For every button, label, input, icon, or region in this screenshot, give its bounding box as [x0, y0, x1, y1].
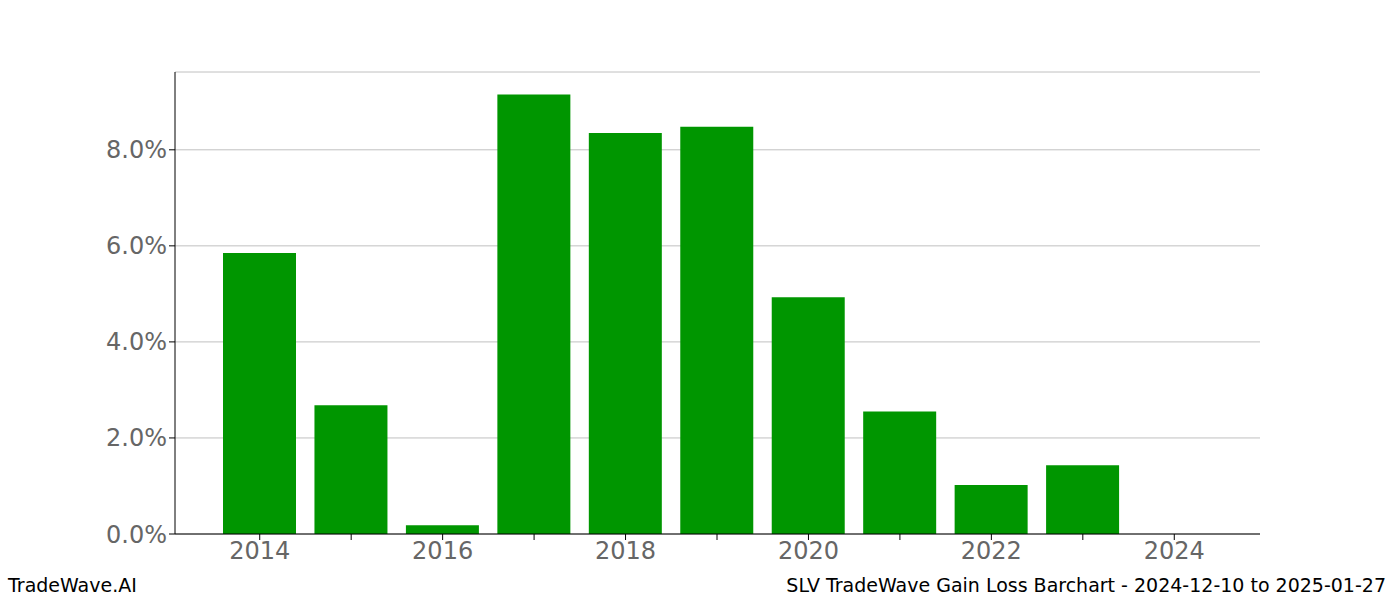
svg-text:4.0%: 4.0% — [106, 328, 167, 356]
svg-text:2014: 2014 — [229, 537, 290, 565]
svg-text:6.0%: 6.0% — [106, 232, 167, 260]
svg-text:2022: 2022 — [961, 537, 1022, 565]
svg-text:2018: 2018 — [595, 537, 656, 565]
html-text:TradeWave.AI: TradeWave.AI — [8, 574, 137, 596]
html-text:SLV TradeWave Gain Loss Barcha: SLV TradeWave Gain Loss Barchart - 2024-… — [786, 574, 1386, 596]
svg-text:2020: 2020 — [778, 537, 839, 565]
svg-text:2016: 2016 — [412, 537, 473, 565]
svg-text:2024: 2024 — [1144, 537, 1205, 565]
svg-text:2.0%: 2.0% — [106, 424, 167, 452]
svg-text:8.0%: 8.0% — [106, 136, 167, 164]
svg-text:0.0%: 0.0% — [106, 521, 167, 549]
